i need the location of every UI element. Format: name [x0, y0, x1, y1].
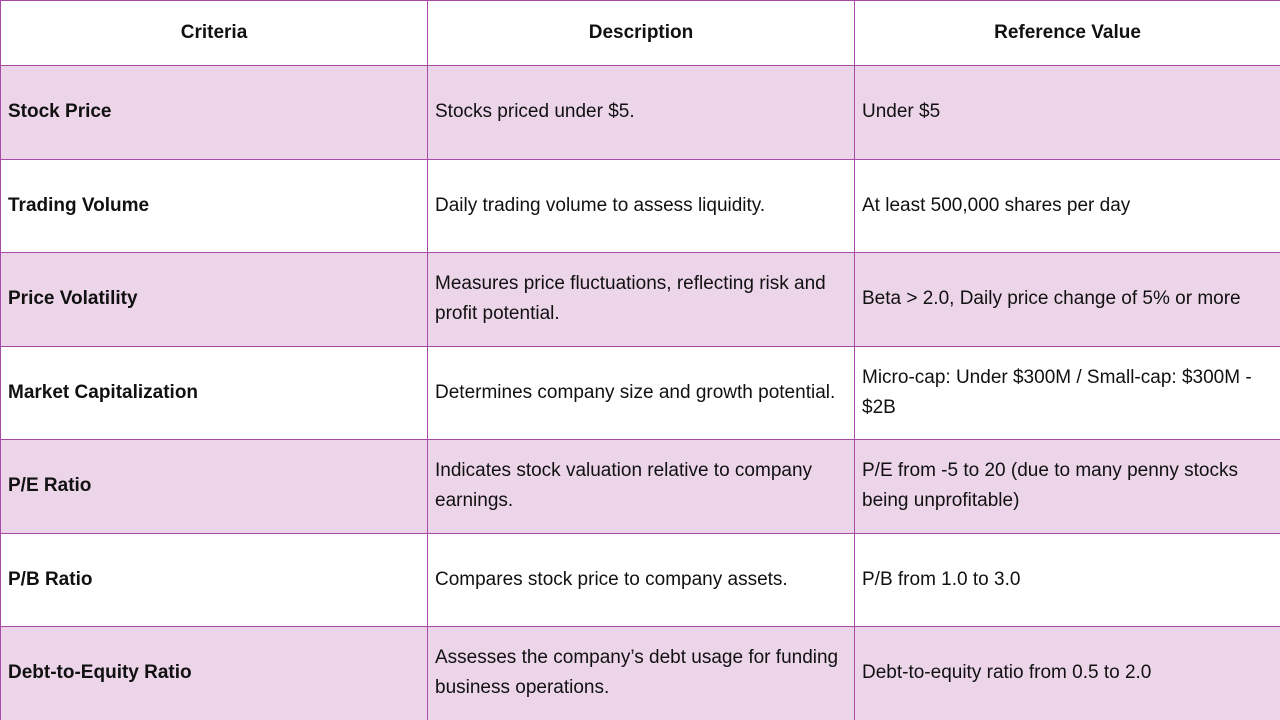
table-row: P/E Ratio Indicates stock valuation rela… — [0, 439, 1280, 534]
description-cell: Measures price fluctuations, reflecting … — [427, 252, 855, 347]
reference-value-cell: Under $5 — [854, 65, 1280, 160]
table-row: Debt-to-Equity Ratio Assesses the compan… — [0, 626, 1280, 720]
description-cell: Determines company size and growth poten… — [427, 345, 855, 440]
table-body: Stock Price Stocks priced under $5. Unde… — [0, 65, 1280, 720]
table-row: Trading Volume Daily trading volume to a… — [0, 158, 1280, 253]
criteria-cell: Debt-to-Equity Ratio — [0, 626, 428, 720]
description-cell: Compares stock price to company assets. — [427, 532, 855, 627]
reference-value-cell: P/E from -5 to 20 (due to many penny sto… — [854, 439, 1280, 534]
description-cell: Stocks priced under $5. — [427, 65, 855, 160]
criteria-cell: Price Volatility — [0, 252, 428, 347]
header-reference-value: Reference Value — [854, 0, 1280, 66]
table-header: Criteria Description Reference Value — [0, 0, 1280, 66]
reference-value-cell: Beta > 2.0, Daily price change of 5% or … — [854, 252, 1280, 347]
table-row: Price Volatility Measures price fluctuat… — [0, 252, 1280, 347]
description-cell: Daily trading volume to assess liquidity… — [427, 158, 855, 253]
criteria-cell: P/B Ratio — [0, 532, 428, 627]
description-cell: Assesses the company’s debt usage for fu… — [427, 626, 855, 720]
reference-value-cell: P/B from 1.0 to 3.0 — [854, 532, 1280, 627]
reference-value-cell: Micro-cap: Under $300M / Small-cap: $300… — [854, 345, 1280, 440]
reference-value-cell: At least 500,000 shares per day — [854, 158, 1280, 253]
table-row: Market Capitalization Determines company… — [0, 345, 1280, 440]
criteria-cell: P/E Ratio — [0, 439, 428, 534]
criteria-cell: Stock Price — [0, 65, 428, 160]
criteria-cell: Market Capitalization — [0, 345, 428, 440]
header-row: Criteria Description Reference Value — [0, 0, 1280, 66]
criteria-cell: Trading Volume — [0, 158, 428, 253]
table-row: P/B Ratio Compares stock price to compan… — [0, 532, 1280, 627]
description-cell: Indicates stock valuation relative to co… — [427, 439, 855, 534]
table-row: Stock Price Stocks priced under $5. Unde… — [0, 65, 1280, 160]
header-description: Description — [427, 0, 855, 66]
reference-value-cell: Debt-to-equity ratio from 0.5 to 2.0 — [854, 626, 1280, 720]
header-criteria: Criteria — [0, 0, 428, 66]
